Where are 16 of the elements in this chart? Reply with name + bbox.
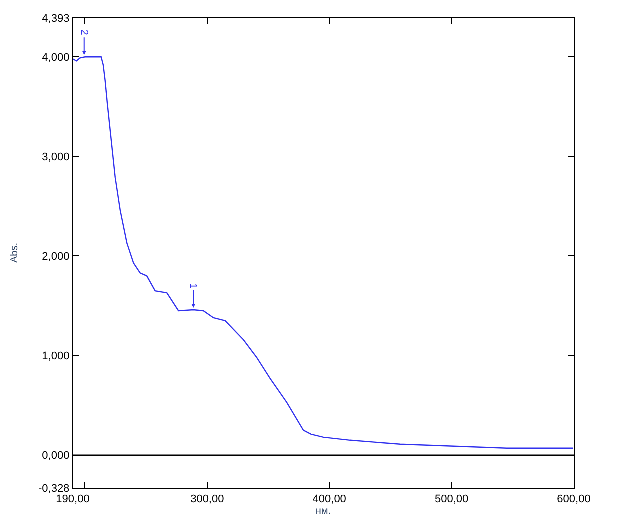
x-axis-title: нм. [316, 506, 332, 517]
x-tick-label: 190,00 [56, 493, 90, 506]
x-tick-label: 600,00 [557, 493, 591, 506]
x-tick-label: 300,00 [190, 493, 224, 506]
annotation: 2 [78, 30, 90, 36]
y-tick-label: 4,000 [42, 52, 70, 64]
y-tick-label: 2,000 [42, 251, 70, 264]
x-tick-label: 500,00 [434, 493, 469, 506]
x-tick-label: 400,00 [312, 493, 346, 506]
y-tick-label: -0,328 [38, 482, 70, 495]
y-axis-title: Abs. [9, 242, 20, 264]
y-tick-label: 1,000 [42, 350, 70, 363]
y-tick-label: 4,393 [42, 12, 70, 25]
y-tick-label: 3,000 [42, 152, 70, 164]
y-tick-label: 0,000 [42, 450, 70, 462]
annotation: 1 [188, 283, 199, 290]
